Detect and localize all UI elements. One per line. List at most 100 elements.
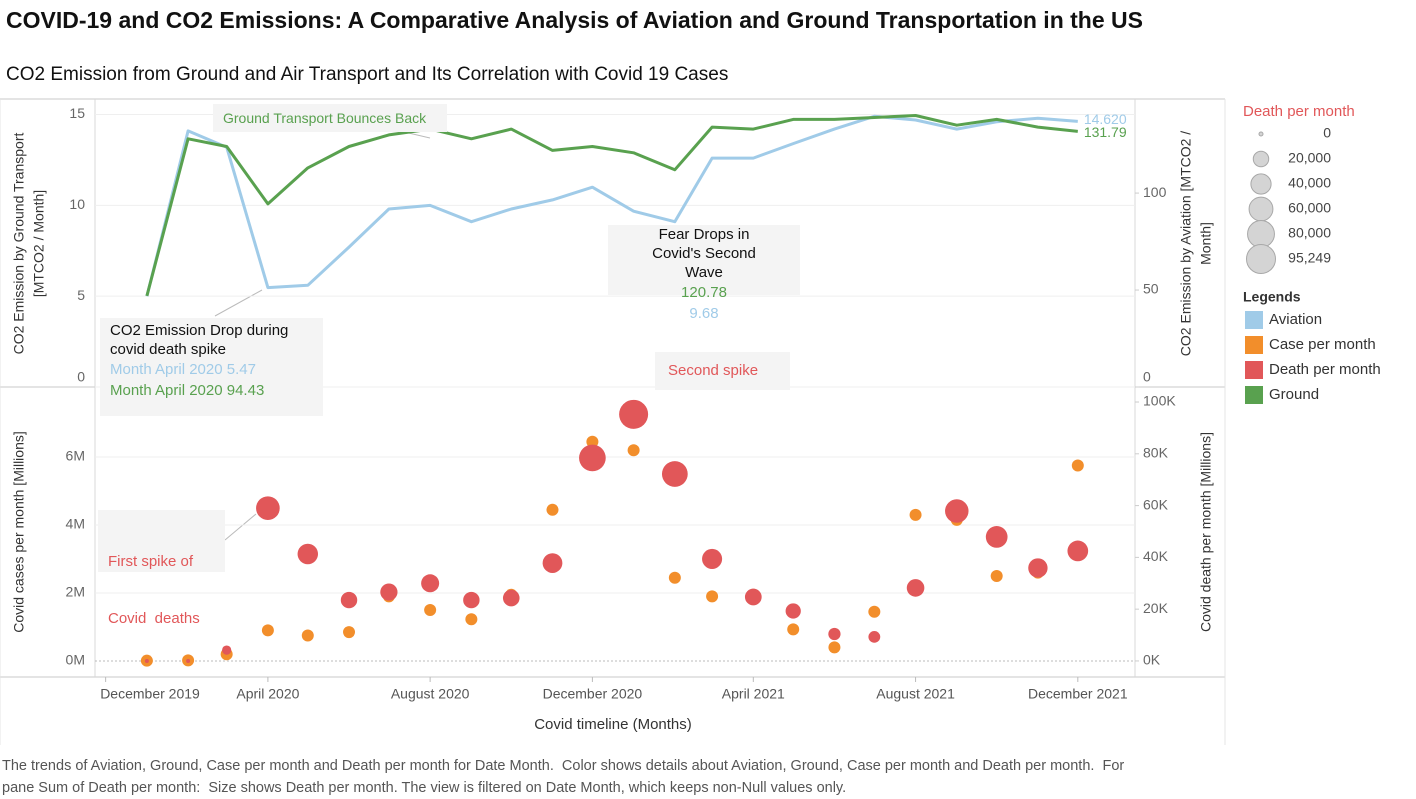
annotation-value: 120.78 [681,284,727,301]
annotation-value: 9.68 [689,305,719,322]
death-bubble [144,658,149,663]
size-legend-label: 40,000 [1288,175,1331,191]
legend-label: Ground [1269,386,1319,403]
y2-tick-label: 80K [1143,445,1169,461]
x-tick-label: August 2021 [876,686,955,702]
death-bubble [785,603,801,619]
case-point [343,626,356,639]
case-point [787,623,800,636]
x-axis-title: Covid timeline (Months) [534,716,692,733]
y-tick-label: 6M [66,448,85,464]
y-tick-label: 5 [77,287,85,303]
annotation-value: Month April 2020 94.43 [110,380,323,401]
caption: The trends of Aviation, Ground, Case per… [2,758,1129,796]
size-legend-mark [1246,244,1276,274]
case-point [909,508,922,521]
annotation: Second spike [655,352,790,390]
y-tick-label: 15 [69,105,85,121]
y-tick-label: 0 [77,369,85,385]
death-bubble [702,548,723,569]
size-legend-mark [1248,196,1274,222]
case-point [868,605,881,618]
death-bubble [868,630,881,643]
annotation-value: 5.47 [226,361,256,378]
size-legend-label: 20,000 [1288,150,1331,166]
case-point [424,604,437,617]
annotation-value: Month April 2020 5.47 [110,359,323,380]
y2-tick-label: 60K [1143,496,1169,512]
end-label: 131.79 [1084,124,1127,140]
death-bubble [906,579,925,597]
legend-label: Aviation [1269,311,1322,328]
annotation: Ground Transport Bounces Back [213,104,447,132]
legend-swatch [1245,336,1263,354]
connector [224,513,257,541]
color-legend-title: Legends [1243,289,1301,305]
death-bubble [542,553,563,573]
y2-tick-label: 0 [1143,369,1151,385]
legend-swatch [1245,361,1263,379]
x-tick-label: April 2021 [722,686,785,702]
annotation-label: Month April 2020 [110,361,223,378]
annotation: First spike of Covid deaths [98,510,225,627]
annotation-value: 94.43 [226,382,265,399]
x-tick-label: December 2019 [100,686,200,702]
death-bubble [985,526,1008,548]
y2-tick-label: 100 [1143,184,1167,200]
death-bubble [421,574,440,593]
case-point [1071,459,1084,472]
end-label: 14.620 [1084,111,1127,127]
annotation-label: Month April 2020 [110,382,223,399]
y-axis-title: Covid cases per month [Millions] [11,431,27,633]
line-series [145,114,1078,297]
case-point [668,571,681,584]
case-point [990,570,1003,583]
legend-label: Death per month [1269,361,1381,378]
death-bubble [186,658,191,663]
title: COVID-19 and CO2 Emissions: A Comparativ… [6,7,1143,33]
legend-label: Case per month [1269,336,1376,353]
annotation-text: First spike of [108,553,194,570]
death-bubble [1028,558,1048,578]
subtitle: CO2 Emission from Ground and Air Transpo… [6,64,729,85]
y-tick-label: 10 [69,196,85,212]
y2-axis-title: Month] [1198,222,1214,265]
death-bubble [945,499,969,523]
death-bubble [340,591,358,609]
size-legend-mark [1250,173,1272,195]
y2-axis-title: Covid death per month [Millions] [1198,432,1214,632]
connector [214,289,263,317]
case-point [261,624,274,637]
death-bubble [380,583,398,601]
y2-axis-title: CO2 Emission by Aviation [MTCO2 / [1178,131,1194,356]
case-point [627,444,640,457]
case-point [546,503,559,516]
x-tick-label: August 2020 [391,686,470,702]
size-legend-label: 80,000 [1288,225,1331,241]
y-axis-title: CO2 Emission by Ground Transport [11,133,27,355]
size-legend-title: Death per month [1243,103,1355,120]
case-point [706,590,719,603]
y2-tick-label: 50 [1143,281,1159,297]
case-point [828,641,841,654]
x-tick-label: December 2020 [543,686,643,702]
annotation-text: CO2 Emission Drop during covid death spi… [110,322,289,358]
annotation-text: Covid deaths [108,610,200,627]
annotation-text: Ground Transport Bounces Back [223,110,427,126]
y2-tick-label: 0K [1143,652,1161,668]
legend-swatch [1245,386,1263,404]
annotation-text: Second spike [668,362,759,379]
x-tick-label: April 2020 [236,686,299,702]
annotation-text: Fear Drops in Covid's Second Wave [652,226,756,281]
death-bubble [502,589,520,607]
case-point [586,435,599,448]
size-legend-mark [1258,131,1264,137]
death-bubble [1067,540,1089,562]
death-bubble [579,444,606,472]
death-bubble [256,496,280,521]
death-bubble [222,645,232,655]
y2-tick-label: 40K [1143,548,1169,564]
x-tick-label: December 2021 [1028,686,1128,702]
annotation: Fear Drops in Covid's Second Wave 120.78… [608,225,800,322]
